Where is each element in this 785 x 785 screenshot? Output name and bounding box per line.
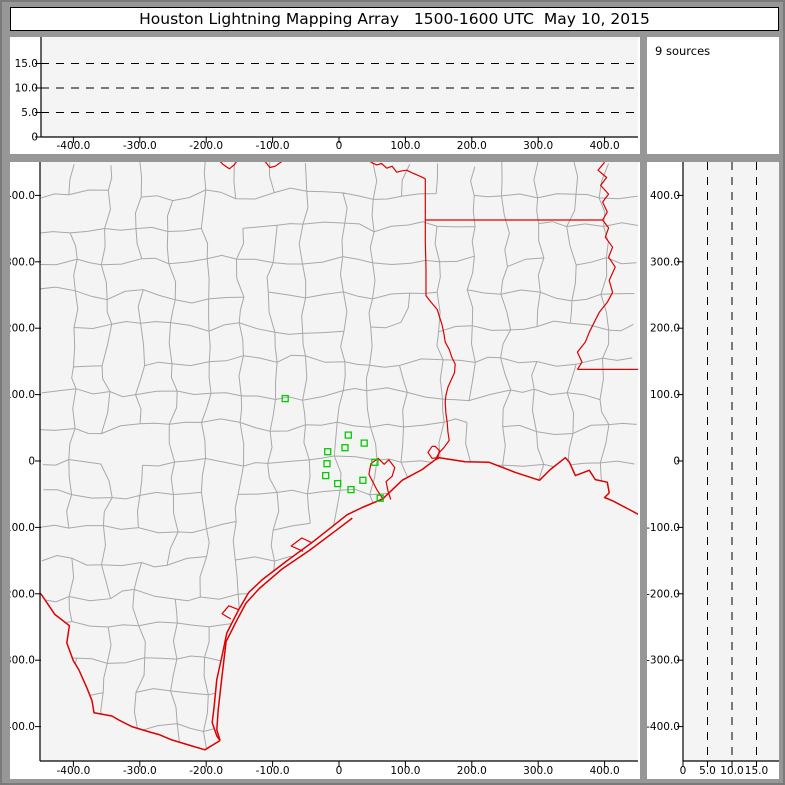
rio-grande-path	[40, 593, 221, 751]
lma-station-marker	[376, 494, 384, 502]
y-tick-label: 5.0	[21, 107, 38, 119]
y-tick-label: 0	[31, 132, 38, 144]
x-tick-label: -200.0	[189, 765, 223, 777]
corpus-christi-bay-path	[221, 605, 239, 620]
x-tick-label: 400.0	[590, 140, 620, 152]
y-tick-label: 300.0	[10, 256, 35, 268]
y-tick-label: 400.0	[10, 190, 35, 202]
lma-station-marker	[334, 479, 342, 488]
x-tick-label: 0	[336, 140, 343, 152]
y-tick-label: -100.0	[647, 522, 680, 534]
panel-ew-altitude: 0 5.0 10.0 15.0 -400.0 -300.0 -200.0 -100.0 0 100…	[10, 37, 640, 154]
x-tick-label: 10.0	[720, 765, 743, 777]
x-tick-label: 300.0	[523, 140, 553, 152]
x-tick-label: 0	[336, 765, 343, 777]
plot-area-map[interactable]	[40, 162, 638, 761]
y-tick-label: 100.0	[10, 389, 35, 401]
matagorda-bay-path	[290, 537, 313, 552]
title-bar: Houston Lightning Mapping Array 1500-160…	[10, 7, 779, 31]
barrier-island-path	[216, 517, 353, 741]
lma-station-marker	[341, 444, 349, 452]
lma-station-marker	[323, 460, 331, 468]
x-tick-label: 400.0	[590, 765, 620, 777]
x-tick-label: 100.0	[390, 765, 420, 777]
y-tick-label: 0	[28, 456, 35, 468]
x-tick-label: 200.0	[457, 140, 487, 152]
x-tick-label: -100.0	[256, 140, 290, 152]
x-tick-label: -400.0	[56, 140, 90, 152]
x-tick-label: 300.0	[523, 765, 553, 777]
x-tick-label: 200.0	[457, 765, 487, 777]
y-tick-label: 400.0	[650, 190, 680, 202]
tx-ar-la-border-path	[424, 178, 456, 460]
lma-station-marker	[371, 458, 379, 466]
galveston-bay-path	[368, 457, 396, 500]
station-markers	[281, 394, 384, 502]
plot-area-ew-altitude[interactable]	[41, 37, 638, 137]
y-tick-label: -400.0	[10, 721, 35, 733]
y-tick-label: -400.0	[647, 721, 680, 733]
y-tick-label: 10.0	[15, 83, 38, 95]
lma-station-marker	[360, 439, 368, 447]
lma-station-marker	[281, 394, 289, 403]
x-tick-label: 5.0	[699, 765, 716, 777]
y-tick-label: -100.0	[10, 522, 35, 534]
panel-ns-altitude: -400.0 -300.0 -200.0 -100.0 0 100.0 200.0 300.0…	[647, 162, 779, 779]
x-tick-label: 100.0	[390, 140, 420, 152]
lma-station-marker	[322, 471, 330, 480]
x-tick-label: -300.0	[123, 765, 157, 777]
lma-station-marker	[324, 448, 332, 456]
x-tick-label: -100.0	[256, 765, 290, 777]
x-tick-label: -200.0	[189, 140, 223, 152]
x-tick-label: -300.0	[123, 140, 157, 152]
coast-path	[211, 456, 638, 741]
y-tick-label: -300.0	[647, 655, 680, 667]
sources-panel: 9 sources	[647, 37, 779, 154]
mississippi-river-path	[576, 162, 616, 370]
lma-station-marker	[344, 431, 352, 439]
plot-title: Houston Lightning Mapping Array 1500-160…	[139, 10, 650, 28]
y-tick-label: -200.0	[647, 588, 680, 600]
y-tick-label: 0	[673, 456, 680, 468]
plot-area-ns-altitude[interactable]	[683, 162, 779, 761]
y-tick-label: 15.0	[15, 58, 38, 70]
y-tick-label: 300.0	[650, 256, 680, 268]
sources-count-label: 9 sources	[655, 44, 711, 58]
lma-station-marker	[347, 485, 355, 494]
red-river-path	[219, 162, 426, 180]
lma-station-marker	[359, 476, 367, 484]
y-tick-label: 100.0	[650, 389, 680, 401]
x-tick-label: 0	[680, 765, 687, 777]
x-tick-label: 15.0	[745, 765, 768, 777]
y-tick-label: 200.0	[10, 323, 35, 335]
y-tick-label: -200.0	[10, 588, 35, 600]
y-tick-label: 200.0	[650, 323, 680, 335]
y-tick-label: -300.0	[10, 655, 35, 667]
x-tick-label: -400.0	[56, 765, 90, 777]
panel-plan-view-map: -400.0 -400.0 -300.0 -300.0 -200.0 -200.0 -100…	[10, 162, 640, 779]
